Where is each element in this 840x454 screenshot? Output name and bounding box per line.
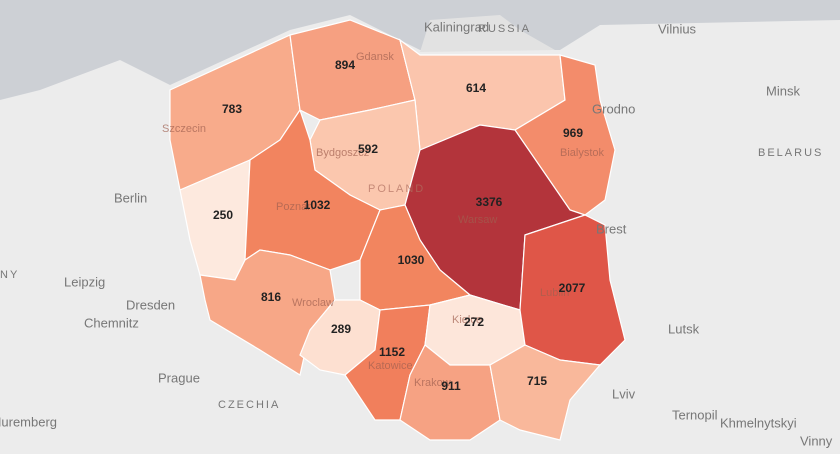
place: Berlin [114,190,147,205]
region-value: 1032 [304,198,331,212]
place: Minsk [766,83,800,98]
place: Katowice [368,360,413,372]
place: NY [0,269,19,281]
region-value: 1152 [379,345,405,359]
region-value: 592 [358,142,378,156]
kaliningrad-area [420,15,555,52]
place: POLAND [368,183,425,195]
place: Prague [158,370,200,385]
region-value: 3376 [476,195,503,209]
region [514,54,616,216]
place: Lublin [540,287,569,299]
place: Gdansk [356,51,394,63]
place: Bydgoszcz [316,147,369,159]
region-value: 894 [335,58,355,72]
place: BELARUS [758,147,823,159]
place: Brest [596,221,627,236]
place: Poznan [276,201,313,213]
place: Lutsk [668,321,700,336]
value-labels: 783 894 614 969 592 250 1032 3376 1030 816 289 1152… [213,58,586,393]
region-value: 272 [464,315,484,329]
region-value: 1030 [398,253,425,267]
place: Kaliningrad [424,19,489,34]
place-labels: Kaliningrad RUSSIA Vilnius Minsk BELARUS… [0,19,833,448]
place: Warsaw [458,214,497,226]
region-value: 783 [222,102,242,116]
regions [169,19,626,441]
place: Wroclaw [292,297,334,309]
place: Grodno [592,101,635,116]
region-value: 250 [213,208,233,222]
region-value: 816 [261,290,281,304]
region [489,344,602,441]
region-value: 715 [527,374,547,388]
place: Ternopil [672,407,718,422]
place: Chemnitz [84,315,139,330]
place: Vinny [800,433,833,448]
place: CZECHIA [218,399,280,411]
place: Khmelnytskyi [720,415,797,430]
place: Nuremberg [0,414,57,429]
region-value: 969 [563,126,583,140]
region-value: 289 [331,322,351,336]
place: Szczecin [162,123,206,135]
region [519,214,626,366]
region-value: 911 [441,379,461,393]
region-value: 2077 [559,281,586,295]
place: Dresden [126,297,175,312]
region-value: 614 [466,81,486,95]
place: Vilnius [658,21,697,36]
place: Krakow [414,377,451,389]
place: Bialystok [560,147,605,159]
sea [0,0,840,100]
place: Leipzig [64,274,105,289]
place: Kielce [452,314,482,326]
place: Lviv [612,386,636,401]
place: RUSSIA [478,23,531,35]
